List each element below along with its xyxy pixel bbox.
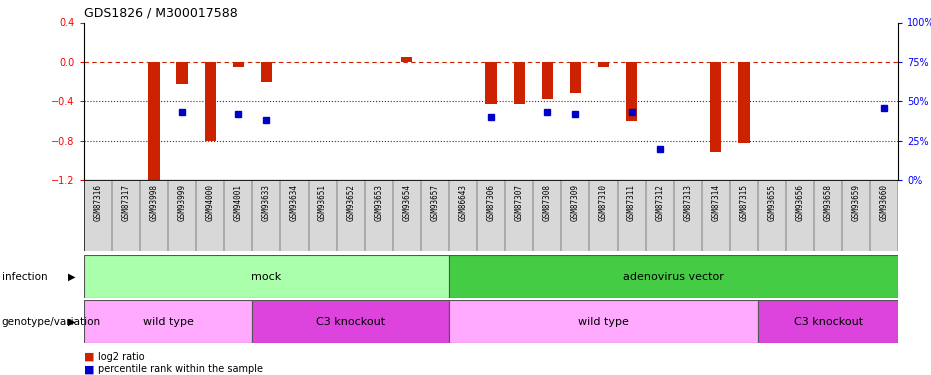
Text: GSM93654: GSM93654	[402, 184, 412, 220]
Text: GSM94000: GSM94000	[206, 184, 215, 220]
Bar	[261, 62, 272, 82]
Text: GSM87315: GSM87315	[739, 184, 749, 220]
Bar	[449, 300, 758, 343]
Text: GSM87307: GSM87307	[515, 184, 524, 220]
Text: log2 ratio: log2 ratio	[98, 352, 144, 362]
Text: GSM87312: GSM87312	[655, 184, 664, 220]
Text: GSM87310: GSM87310	[599, 184, 608, 220]
Text: GSM93651: GSM93651	[318, 184, 327, 220]
Bar	[514, 62, 525, 104]
Text: wild type: wild type	[142, 316, 194, 327]
Bar	[205, 62, 216, 141]
Bar	[401, 57, 412, 62]
Bar	[84, 300, 252, 343]
Bar	[233, 62, 244, 67]
Text: GSM87313: GSM87313	[683, 184, 693, 220]
Text: GSM87308: GSM87308	[543, 184, 552, 220]
Text: ▶: ▶	[68, 272, 75, 282]
Text: C3 knockout: C3 knockout	[793, 316, 863, 327]
Bar	[148, 62, 159, 185]
Bar	[626, 62, 637, 121]
Bar	[598, 62, 609, 67]
Text: GSM94001: GSM94001	[234, 184, 243, 220]
Bar	[485, 62, 497, 104]
Text: GSM93658: GSM93658	[824, 184, 832, 220]
Text: GSM93660: GSM93660	[880, 184, 889, 220]
Text: GSM93659: GSM93659	[852, 184, 861, 220]
Text: GSM87316: GSM87316	[93, 184, 102, 220]
Bar	[738, 62, 749, 142]
Text: GSM93998: GSM93998	[150, 184, 158, 220]
Text: GSM93657: GSM93657	[430, 184, 439, 220]
Text: GSM93634: GSM93634	[290, 184, 299, 220]
Bar	[570, 62, 581, 93]
Text: GSM93655: GSM93655	[767, 184, 776, 220]
Text: infection: infection	[2, 272, 47, 282]
Text: ■: ■	[84, 352, 94, 362]
Bar	[758, 300, 898, 343]
Text: GSM93652: GSM93652	[346, 184, 355, 220]
Text: GSM87317: GSM87317	[121, 184, 130, 220]
Bar	[84, 255, 449, 298]
Text: adenovirus vector: adenovirus vector	[623, 272, 724, 282]
Text: GSM93633: GSM93633	[262, 184, 271, 220]
Text: wild type: wild type	[578, 316, 629, 327]
Text: percentile rank within the sample: percentile rank within the sample	[98, 364, 263, 374]
Bar	[449, 255, 898, 298]
Text: mock: mock	[251, 272, 281, 282]
Text: GSM86643: GSM86643	[458, 184, 467, 220]
Text: GSM93653: GSM93653	[374, 184, 384, 220]
Text: GSM87309: GSM87309	[571, 184, 580, 220]
Text: GSM87311: GSM87311	[627, 184, 636, 220]
Bar	[252, 300, 449, 343]
Text: GDS1826 / M300017588: GDS1826 / M300017588	[84, 7, 237, 20]
Bar	[710, 62, 722, 152]
Text: ■: ■	[84, 364, 94, 374]
Text: genotype/variation: genotype/variation	[2, 317, 101, 327]
Text: GSM93999: GSM93999	[178, 184, 186, 220]
Text: GSM87314: GSM87314	[711, 184, 721, 220]
Bar	[542, 62, 553, 99]
Bar	[177, 62, 188, 84]
Text: C3 knockout: C3 knockout	[317, 316, 385, 327]
Text: GSM93656: GSM93656	[796, 184, 804, 220]
Text: ▶: ▶	[68, 317, 75, 327]
Text: GSM87306: GSM87306	[487, 184, 495, 220]
